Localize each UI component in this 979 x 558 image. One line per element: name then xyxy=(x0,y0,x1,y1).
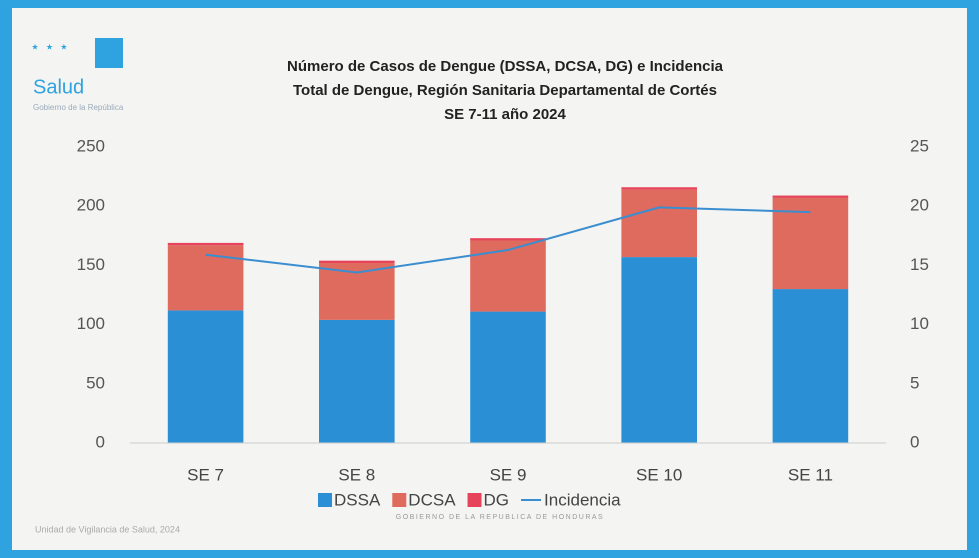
watermark: GOBIERNO DE LA REPUBLICA DE HONDURAS xyxy=(396,514,604,521)
chart-title: Número de Casos de Dengue (DSSA, DCSA, D… xyxy=(287,58,724,75)
bar-segment xyxy=(772,195,849,198)
legend-swatch xyxy=(392,493,407,507)
bar-segment xyxy=(167,245,244,311)
y-tick-label: 200 xyxy=(77,196,105,215)
line xyxy=(205,206,811,274)
x-tick-label: SE 8 xyxy=(338,465,375,484)
y2-tick-label: 20 xyxy=(910,196,929,215)
y2-tick-label: 25 xyxy=(910,136,929,155)
bar-segment xyxy=(167,310,244,443)
chart-title: SE 7-11 año 2024 xyxy=(444,106,566,123)
y-tick-label: 100 xyxy=(77,314,105,333)
y-tick-label: 50 xyxy=(86,373,105,392)
y2-tick-label: 10 xyxy=(910,314,929,333)
logo-mark xyxy=(95,38,123,68)
legend-label: DCSA xyxy=(408,490,456,509)
x-tick-label: SE 11 xyxy=(788,465,833,484)
y-tick-label: 250 xyxy=(77,136,105,155)
x-tick-label: SE 9 xyxy=(490,465,527,484)
legend-swatch xyxy=(467,493,482,507)
bar-segment xyxy=(621,257,697,443)
y2-tick-label: 5 xyxy=(910,373,919,392)
bar-segment xyxy=(470,311,546,443)
bar-segment xyxy=(470,238,546,241)
bar-segment xyxy=(621,187,697,190)
chart-title: Total de Dengue, Región Sanitaria Depart… xyxy=(293,82,717,99)
bar-segment xyxy=(772,289,849,443)
y2-tick-label: 0 xyxy=(910,432,919,451)
bar-segment xyxy=(772,197,849,290)
bar-segment xyxy=(470,240,546,312)
legend-swatch xyxy=(318,493,332,507)
y-tick-label: 150 xyxy=(77,255,105,274)
bar-segment xyxy=(621,189,697,258)
legend-label: DG xyxy=(484,490,510,509)
bar-segment xyxy=(319,260,395,264)
y2-tick-label: 15 xyxy=(910,255,929,274)
bar-segment xyxy=(319,319,395,443)
legend-label: Incidencia xyxy=(544,490,621,509)
footer: Unidad de Vigilancia de Salud, 2024 xyxy=(35,524,180,534)
y-tick-label: 0 xyxy=(96,432,105,451)
x-tick-label: SE 7 xyxy=(187,465,224,484)
logo-stars: ⋆ ⋆ ⋆ xyxy=(30,39,69,56)
logo-subtitle: Gobierno de la República xyxy=(33,103,124,112)
x-tick-label: SE 10 xyxy=(636,465,682,484)
logo: ⋆ ⋆ ⋆ Salud Gobierno de la República xyxy=(30,38,124,112)
bar-segment xyxy=(167,242,244,246)
legend-label: DSSA xyxy=(334,490,381,509)
logo-name: Salud xyxy=(33,76,84,98)
